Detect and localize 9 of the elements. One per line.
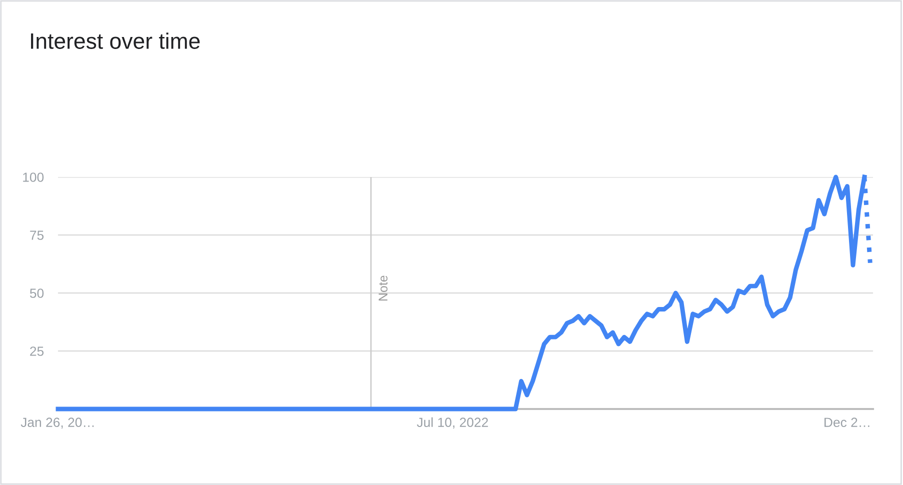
x-tick-label: Jul 10, 2022 (416, 417, 488, 429)
annotation: Note (378, 276, 388, 301)
y-tick-label: 75 (30, 230, 44, 240)
x-tick-label: Dec 2… (824, 418, 870, 428)
y-tick-label: 100 (23, 172, 44, 182)
x-tick-label: Jan 26, 20… (20, 418, 94, 429)
y-tick-label: 50 (30, 288, 44, 298)
chart-title: Interest over time (31, 32, 200, 49)
y-tick-label: 25 (30, 346, 44, 356)
